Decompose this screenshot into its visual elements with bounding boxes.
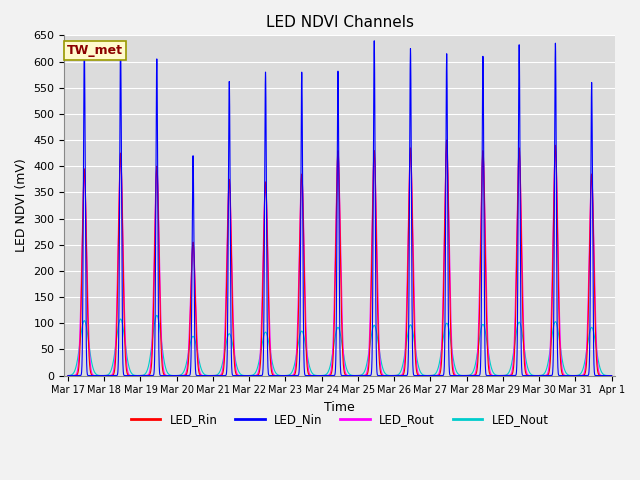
LED_Nout bbox=[606, 372, 614, 378]
LED_Nout bbox=[64, 372, 72, 378]
Legend: LED_Rin, LED_Nin, LED_Rout, LED_Nout: LED_Rin, LED_Nin, LED_Rout, LED_Nout bbox=[126, 408, 554, 431]
LED_Rout bbox=[552, 148, 559, 154]
LED_Rout bbox=[175, 372, 182, 378]
Line: LED_Rin: LED_Rin bbox=[68, 140, 612, 375]
LED_Nin bbox=[180, 372, 188, 378]
LED_Nin bbox=[608, 372, 616, 378]
LED_Rin bbox=[268, 368, 275, 374]
LED_Nout bbox=[608, 372, 616, 378]
Line: LED_Nout: LED_Nout bbox=[68, 315, 612, 375]
Line: LED_Rout: LED_Rout bbox=[68, 151, 612, 375]
LED_Rout bbox=[608, 372, 616, 378]
LED_Nin bbox=[492, 372, 500, 378]
LED_Nout bbox=[492, 372, 500, 378]
LED_Nin bbox=[415, 372, 422, 378]
LED_Rout bbox=[268, 360, 275, 366]
LED_Nout bbox=[153, 312, 161, 318]
LED_Rin bbox=[180, 372, 188, 378]
Y-axis label: LED NDVI (mV): LED NDVI (mV) bbox=[15, 158, 28, 252]
Line: LED_Nin: LED_Nin bbox=[68, 41, 612, 375]
LED_Nout bbox=[175, 372, 182, 378]
Text: TW_met: TW_met bbox=[67, 44, 123, 57]
LED_Rin bbox=[492, 372, 500, 378]
LED_Rout bbox=[415, 372, 422, 377]
LED_Rin bbox=[415, 372, 422, 378]
LED_Nout bbox=[180, 367, 188, 373]
LED_Rin bbox=[64, 372, 72, 378]
LED_Nin bbox=[268, 372, 275, 378]
LED_Rout bbox=[492, 372, 500, 378]
LED_Rin bbox=[608, 372, 616, 378]
LED_Rin bbox=[175, 372, 182, 378]
LED_Rin bbox=[606, 372, 614, 378]
LED_Rout bbox=[64, 372, 72, 378]
LED_Rout bbox=[180, 372, 188, 378]
LED_Nin bbox=[606, 372, 614, 378]
Title: LED NDVI Channels: LED NDVI Channels bbox=[266, 15, 414, 30]
LED_Nout bbox=[268, 356, 275, 362]
LED_Nin bbox=[64, 372, 72, 378]
LED_Nout bbox=[415, 364, 422, 370]
LED_Nin bbox=[175, 372, 182, 378]
LED_Rout bbox=[606, 372, 614, 378]
X-axis label: Time: Time bbox=[324, 401, 355, 414]
LED_Nin bbox=[371, 38, 378, 44]
LED_Rin bbox=[443, 137, 451, 143]
